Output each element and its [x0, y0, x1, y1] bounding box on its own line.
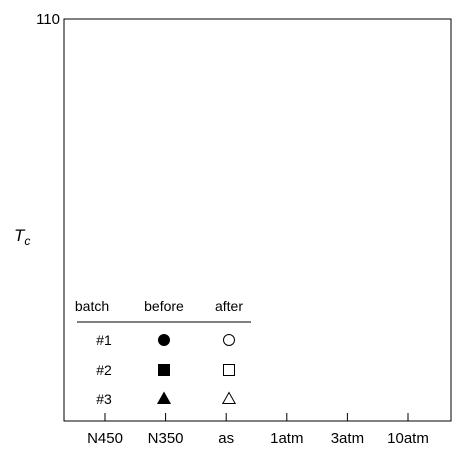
legend-header-batch: batch [75, 298, 109, 314]
x-tick-label: as [218, 430, 234, 447]
legend-header-after: after [215, 298, 243, 314]
legend-batch-1: #1 [96, 332, 112, 348]
legend-marker-after-circle [223, 334, 235, 346]
x-tick-label: N350 [148, 430, 184, 447]
legend-batch-3: #3 [96, 391, 112, 407]
x-tick-label: 3atm [331, 430, 364, 447]
legend-marker-before-triangle [156, 391, 172, 404]
legend-markers [156, 334, 237, 404]
y-axis-label: Tc [14, 226, 30, 248]
x-ticks: N450 N350 as 1atm 3atm 10atm [87, 413, 429, 447]
legend-marker-after-square [223, 364, 235, 376]
legend-marker-before-circle [158, 334, 170, 346]
x-tick-label: 1atm [270, 430, 303, 447]
legend-marker-before-square [158, 364, 170, 376]
plot-frame [63, 18, 452, 422]
legend-header-before: before [144, 298, 184, 314]
x-tick-label: N450 [87, 430, 123, 447]
y-tick-label: 110 [36, 11, 60, 28]
y-ticks: 100105110 [36, 11, 72, 28]
y-axis-label-main: T [14, 226, 26, 245]
legend-batch-2: #2 [96, 362, 112, 378]
y-axis-label-sub: c [24, 234, 30, 248]
legend: batch before after #1 #2 #3 [75, 298, 251, 407]
x-tick-label: 10atm [387, 430, 429, 447]
legend-marker-after-triangle [221, 391, 237, 404]
